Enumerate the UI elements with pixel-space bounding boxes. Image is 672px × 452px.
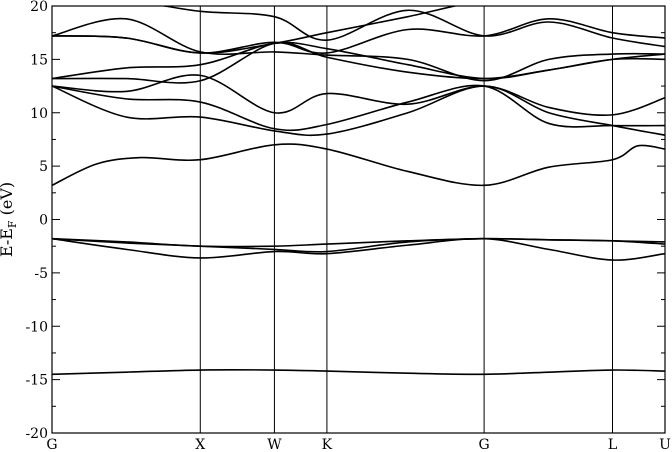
band-line-2: [52, 237, 665, 261]
band-line-11: [52, 17, 665, 82]
x-tick-label: G: [479, 437, 490, 452]
x-tick-label: L: [608, 437, 617, 452]
band-line-4: [52, 237, 665, 248]
y-tick-label: 20: [30, 0, 48, 15]
band-line-1: [52, 369, 665, 376]
x-tick-label: K: [322, 437, 333, 452]
band-line-14: [52, 6, 459, 54]
band-lines: [52, 6, 665, 376]
y-major-ticks: [52, 5, 665, 434]
y-tick-label: -5: [34, 266, 48, 282]
plot-frame: [51, 5, 666, 434]
y-tick-label: 15: [30, 52, 48, 68]
y-axis-label-sub: F: [6, 220, 19, 228]
y-axis-label-main: E-E: [0, 228, 16, 257]
band-line-8: [52, 74, 665, 117]
band-line-7: [52, 84, 665, 132]
y-tick-label: 0: [39, 213, 48, 229]
x-tick-label: U: [659, 437, 671, 452]
y-tick-label: 10: [30, 106, 48, 122]
y-tick-label: 5: [39, 159, 48, 175]
x-tick-label: W: [267, 437, 282, 452]
y-tick-label: -20: [25, 426, 48, 442]
band-line-10: [52, 41, 665, 80]
band-line-6: [52, 85, 665, 137]
y-tick-labels: -20 -15 -10 -5 0 5 10 15 20: [25, 0, 48, 442]
y-tick-label: -10: [25, 319, 48, 335]
band-line-9: [52, 41, 665, 84]
y-minor-ticks: [52, 32, 665, 407]
y-axis-label-unit: (eV): [0, 182, 16, 221]
high-symmetry-lines: [199, 6, 614, 433]
x-tick-label: G: [46, 437, 57, 452]
band-line-5: [52, 143, 665, 187]
x-tick-label: X: [195, 437, 205, 452]
y-axis-label: E-EF (eV): [0, 182, 19, 257]
y-tick-label: -15: [25, 373, 48, 389]
